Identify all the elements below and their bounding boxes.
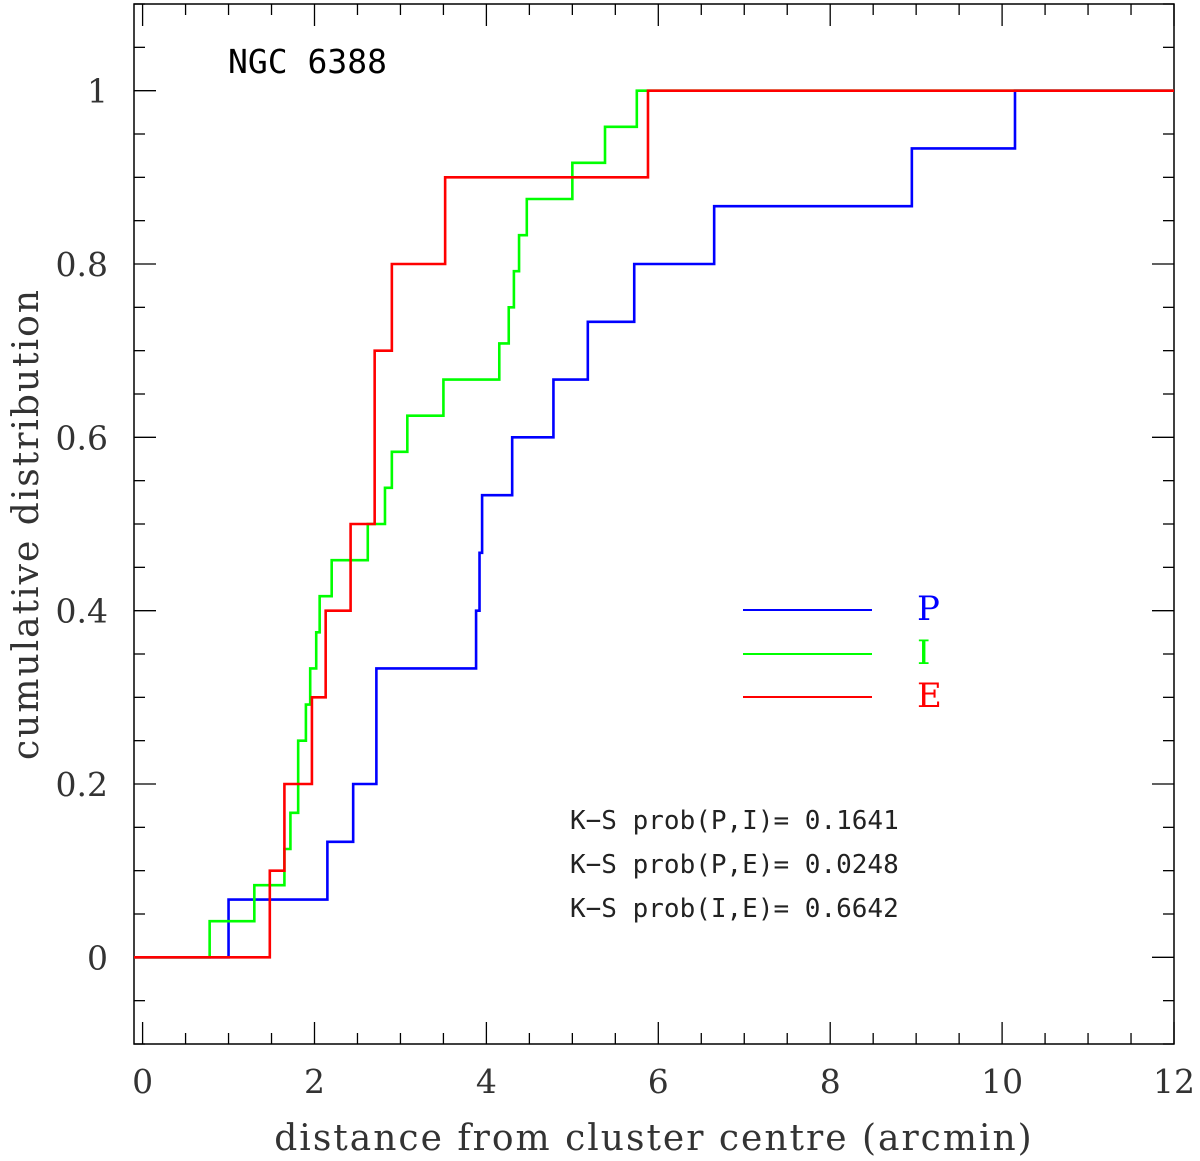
legend-label-E: E [917,676,942,716]
y-tick-label: 0.6 [56,418,108,457]
plot-frame [133,3,1175,1045]
x-tick-label: 10 [981,1062,1023,1101]
y-axis-label: cumulative distribution [6,288,47,760]
chart-title: NGC 6388 [228,42,387,81]
x-axis-label: distance from cluster centre (arcmin) [274,1118,1033,1159]
ks-annotation-ie: K−S prob(I,E)= 0.6642 [570,894,899,924]
series-layer [134,89,1174,959]
series-line-E [134,89,1174,959]
ks-annotation-pe: K−S prob(P,E)= 0.0248 [570,850,899,880]
ks-annotation-pi: K−S prob(P,I)= 0.1641 [570,806,899,836]
y-tick-label: 0.8 [56,245,108,284]
x-tick-label: 12 [1153,1062,1195,1101]
y-tick-label: 0.2 [56,765,108,804]
axis-tick-labels: 0 2 4 6 8 10 12 0 0.2 0.4 0.6 0.8 1 [56,72,1195,1101]
x-tick-label: 6 [648,1062,669,1101]
legend: PIE [743,589,942,716]
legend-label-P: P [917,589,940,629]
axis-ticks [134,3,1175,1045]
y-tick-label: 0.4 [56,592,108,631]
x-tick-label: 8 [820,1062,841,1101]
x-tick-label: 4 [476,1062,497,1101]
x-tick-label: 0 [132,1062,153,1101]
x-tick-label: 2 [304,1062,325,1101]
y-tick-label: 1 [87,72,108,111]
y-tick-label: 0 [87,938,108,977]
series-line-P [134,89,1174,959]
legend-label-I: I [917,633,930,673]
series-line-I [134,89,1174,959]
